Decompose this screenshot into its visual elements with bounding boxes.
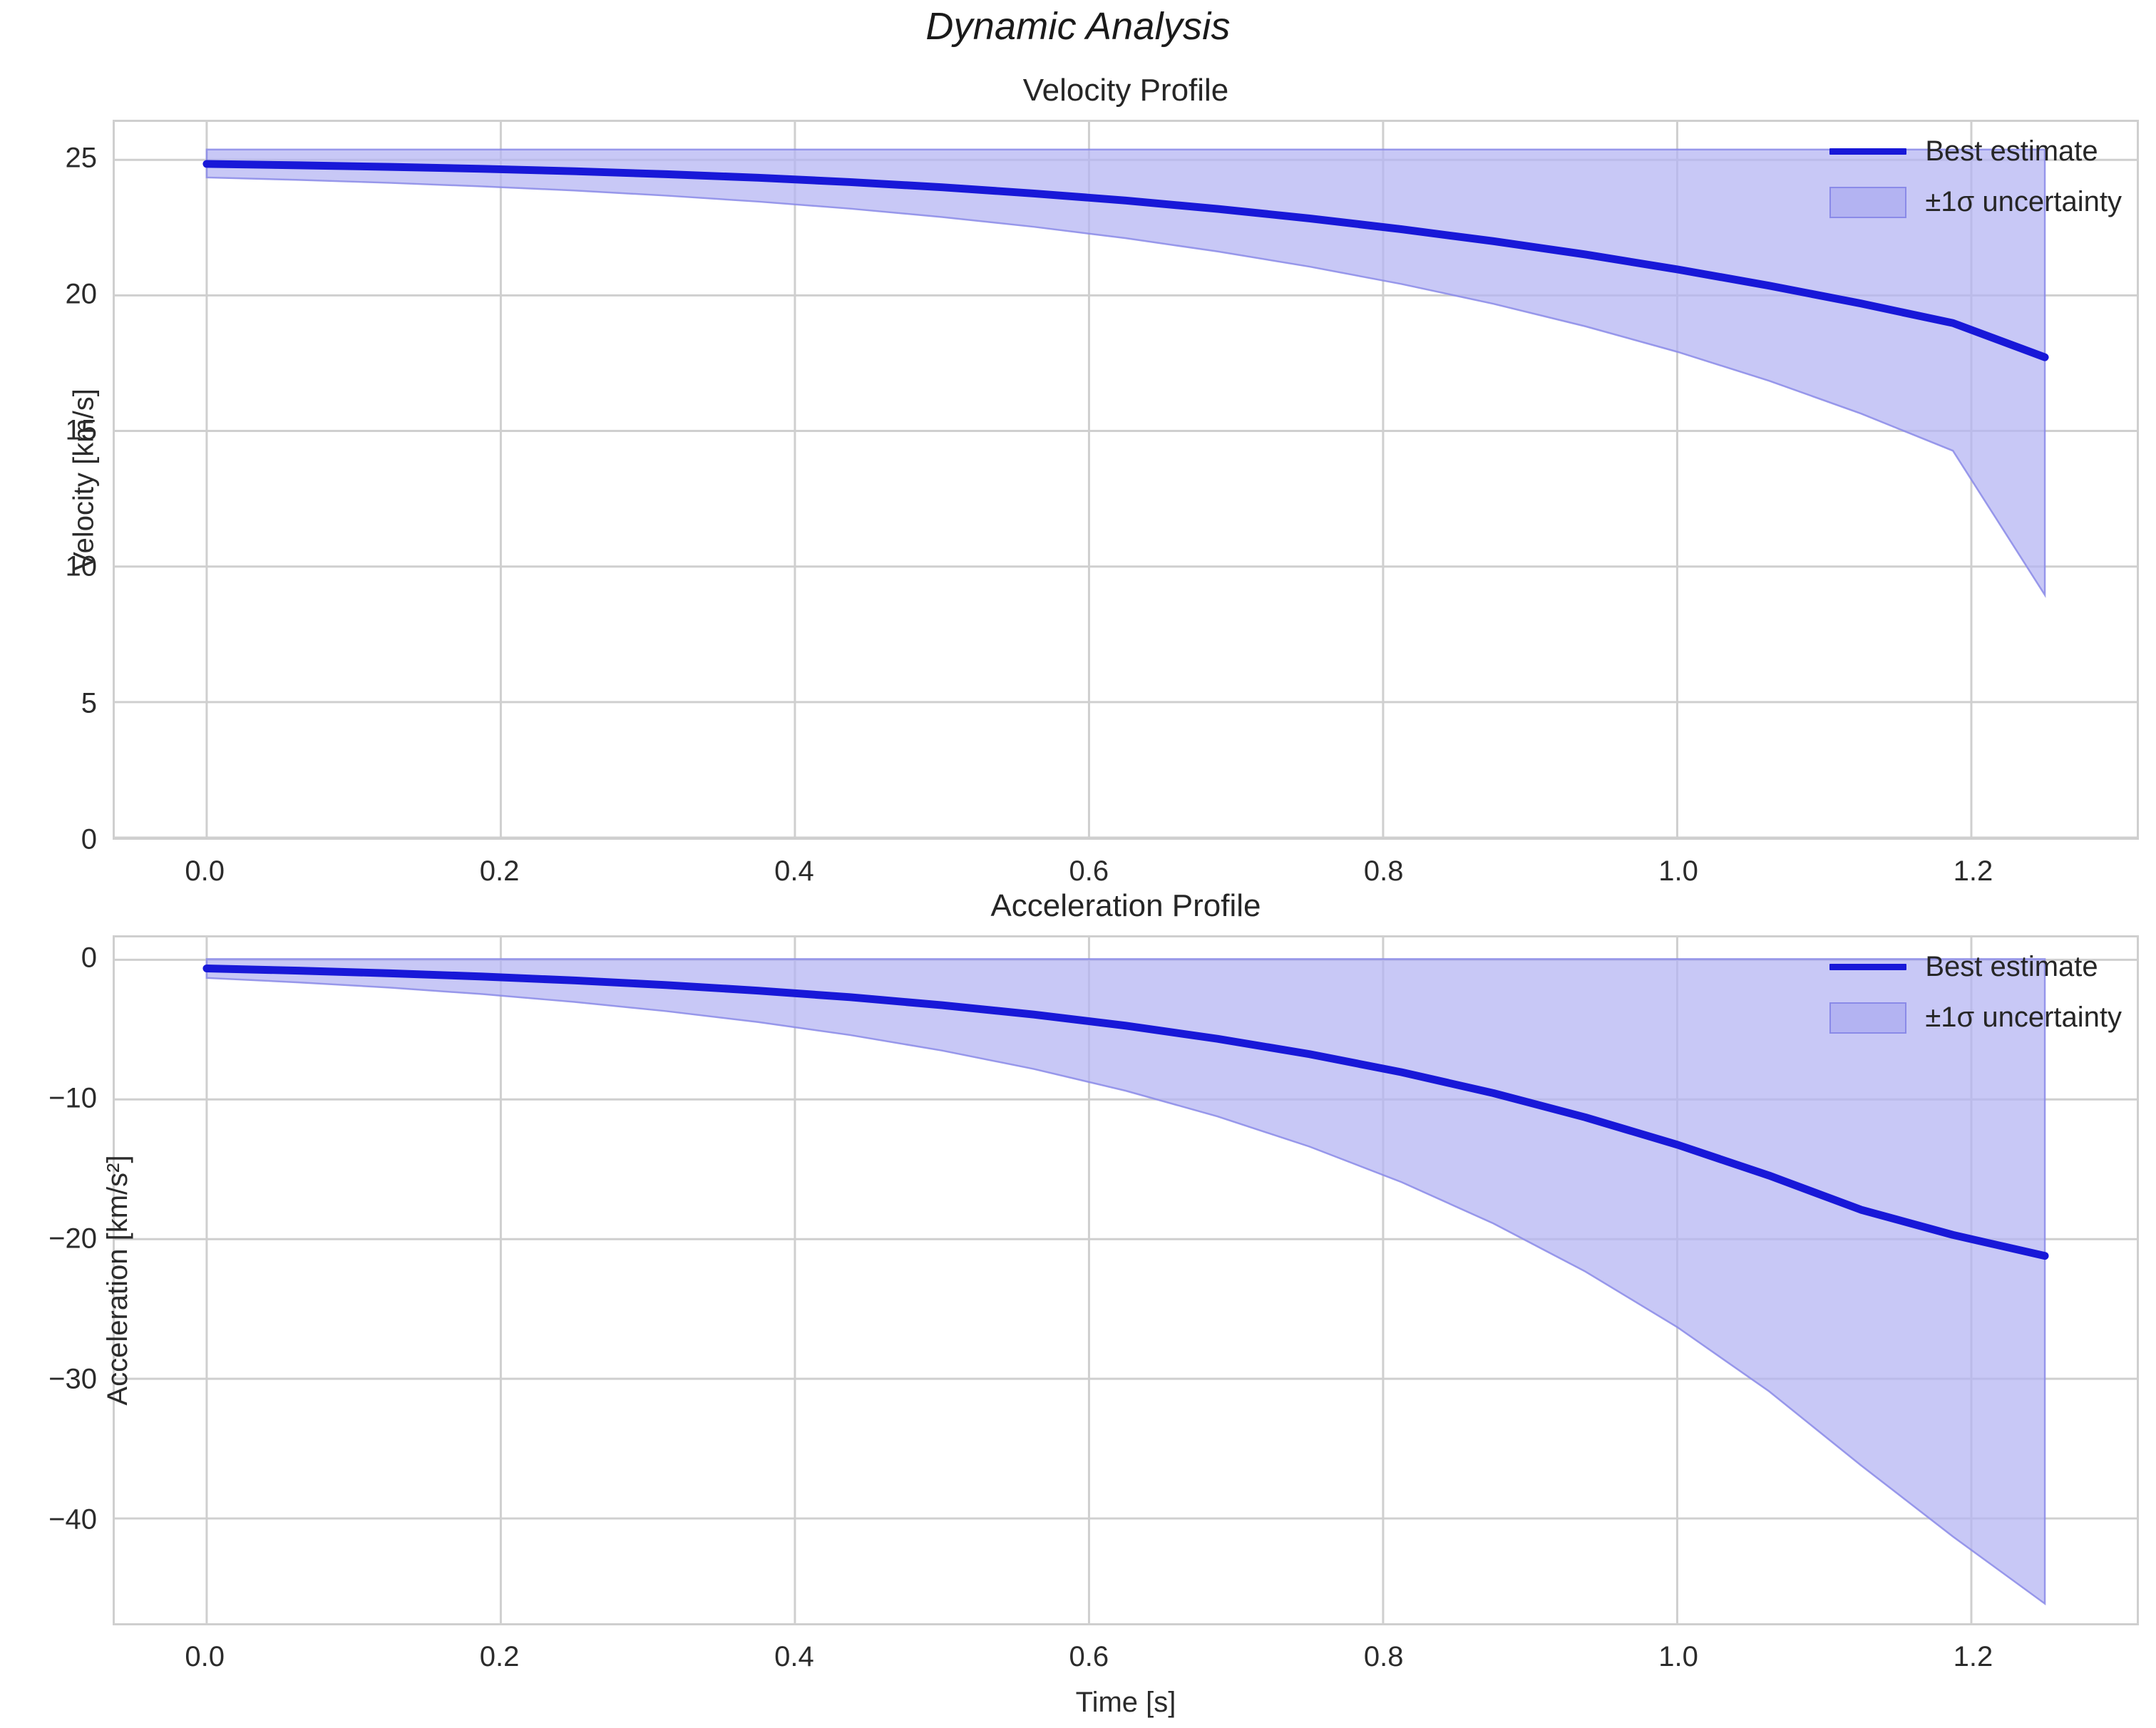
x-tick-label: 1.0 xyxy=(1658,855,1698,887)
y-tick-label: 0 xyxy=(81,942,97,974)
y-tick-label: 0 xyxy=(81,823,97,855)
x-tick-label: 0.4 xyxy=(774,1641,814,1672)
legend-label-best-estimate: Best estimate xyxy=(1925,951,2098,982)
y-tick-label: 10 xyxy=(65,550,98,582)
velocity-plot-svg xyxy=(115,122,2137,838)
x-tick-label: 1.0 xyxy=(1658,1641,1698,1672)
y-tick-label: 5 xyxy=(81,687,97,719)
legend-item-best-estimate: Best estimate xyxy=(1829,135,2122,168)
acceleration-panel: Acceleration Profile Acceleration [km/s²… xyxy=(48,888,2139,1718)
x-tick-label: 0.6 xyxy=(1069,1641,1109,1672)
legend-item-uncertainty: ±1σ uncertainty xyxy=(1829,186,2122,218)
legend-label-best-estimate: Best estimate xyxy=(1925,135,2098,167)
acceleration-plot-svg xyxy=(115,937,2137,1623)
x-tick-label: 0.2 xyxy=(479,1641,520,1672)
y-tick-label: −40 xyxy=(48,1503,97,1536)
acceleration-x-axis-label: Time [s] xyxy=(1075,1687,1176,1718)
y-tick-label: 25 xyxy=(65,142,98,174)
x-tick-label: 1.2 xyxy=(1953,1641,1993,1672)
y-tick-label: −20 xyxy=(48,1223,97,1255)
figure-suptitle: Dynamic Analysis xyxy=(925,5,1231,48)
x-tick-label: 0.0 xyxy=(185,1641,225,1672)
legend-item-best-estimate: Best estimate xyxy=(1829,951,2122,983)
y-tick-label: −30 xyxy=(48,1363,97,1395)
x-tick-label: 0.8 xyxy=(1363,855,1404,887)
velocity-legend: Best estimate ±1σ uncertainty xyxy=(1822,130,2129,225)
legend-label-uncertainty: ±1σ uncertainty xyxy=(1925,1002,2122,1033)
legend-patch-swatch xyxy=(1829,186,1907,218)
velocity-plot-area xyxy=(113,120,2139,840)
x-tick-label: 0.8 xyxy=(1363,1641,1404,1672)
x-tick-label: 1.2 xyxy=(1953,855,1993,887)
legend-line-swatch xyxy=(1829,964,1907,970)
acceleration-y-axis-label: Acceleration [km/s²] xyxy=(102,1155,134,1406)
legend-line-swatch xyxy=(1829,148,1907,155)
x-tick-label: 0.2 xyxy=(479,855,520,887)
legend-item-uncertainty: ±1σ uncertainty xyxy=(1829,1002,2122,1034)
acceleration-plot-area xyxy=(113,935,2139,1625)
y-tick-label: 20 xyxy=(65,278,98,310)
acceleration-legend: Best estimate ±1σ uncertainty xyxy=(1822,945,2129,1041)
y-tick-label: 15 xyxy=(65,414,98,446)
velocity-panel: Velocity Profile Velocity [km/s] 0 5 10 15 2… xyxy=(66,73,2139,887)
legend-patch-swatch xyxy=(1829,1002,1907,1034)
y-tick-label: −10 xyxy=(48,1082,97,1114)
acceleration-panel-title: Acceleration Profile xyxy=(990,888,1261,923)
x-tick-label: 0.6 xyxy=(1069,855,1109,887)
velocity-panel-title: Velocity Profile xyxy=(1022,73,1229,108)
legend-label-uncertainty: ±1σ uncertainty xyxy=(1925,186,2122,217)
x-tick-label: 0.0 xyxy=(185,855,225,887)
x-tick-label: 0.4 xyxy=(774,855,814,887)
